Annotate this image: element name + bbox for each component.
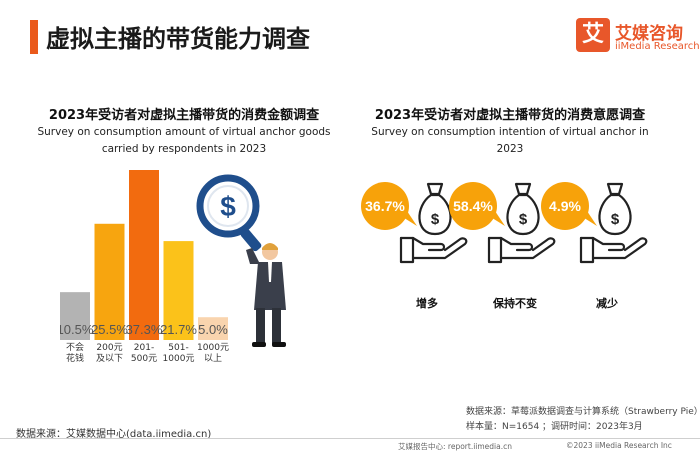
- intent-category-label: 减少: [596, 297, 618, 310]
- bar-value-label: 5.0%: [198, 322, 228, 337]
- bar-0: [60, 292, 90, 340]
- bar-value-label: 25.5%: [91, 322, 128, 337]
- value-bubble: [449, 182, 497, 230]
- magnifier-dollar-icon: $: [196, 174, 262, 252]
- bar-category-line: 500元: [130, 354, 158, 364]
- logo-en: iiMedia Research: [615, 41, 700, 52]
- bar-category-line: 1000元: [162, 354, 195, 364]
- svg-text:$: $: [431, 211, 440, 228]
- bar-category-line: 花钱: [65, 354, 84, 364]
- svg-text:$: $: [611, 211, 620, 228]
- logo-cn: 艾媒咨询: [615, 24, 683, 44]
- right-chart-title: 2023年受访者对虚拟主播带货的消费意愿调查: [374, 108, 646, 123]
- intent-category-label: 增多: [416, 297, 438, 310]
- bar-category-line: 200元: [96, 343, 123, 353]
- iimedia-logo: 艾 艾媒咨询 iiMedia Research: [576, 18, 700, 58]
- svg-text:$: $: [519, 211, 528, 228]
- money-bag-hand-icon: $: [399, 182, 468, 264]
- source-note-right: 数据来源：草莓派数据调查与计算系统（Strawberry Pie） 样本量：N=…: [466, 405, 700, 435]
- intent-item-0: 36.7% $: [361, 182, 468, 264]
- bar-category-label: 201- 500元: [124, 343, 164, 365]
- consumption-intention-chart: 36.7% $58.4% $4.9% $: [361, 182, 648, 264]
- bubble-tail: [401, 208, 417, 226]
- right-chart-subtitle: Survey on consumption intention of virtu…: [371, 126, 649, 155]
- footer-divider: [0, 438, 700, 439]
- bar-category-line: 201-: [133, 343, 155, 353]
- bar-2: [129, 170, 159, 340]
- bar-category-label: 不会 花钱: [55, 343, 95, 365]
- bubble-tail: [581, 208, 597, 226]
- magnifier-businessman-illustration: $: [196, 174, 286, 347]
- bar-value-label: 10.5%: [60, 322, 94, 337]
- bar-category-line: 1000元: [197, 343, 229, 353]
- value-bubble: [541, 182, 589, 230]
- left-chart-title: 2023年受访者对虚拟主播带货的消费金额调查: [48, 108, 320, 123]
- footer-copyright: ©2023 iiMedia Research Inc: [566, 441, 672, 450]
- source-line-2: 样本量：N=1654 ；调研时间：2023年3月: [466, 422, 643, 432]
- svg-text:$: $: [220, 191, 236, 222]
- intent-item-1: 58.4% $: [449, 182, 556, 264]
- bar-3: [163, 241, 194, 340]
- bar-category-line: 不会: [65, 343, 84, 353]
- title-accent-bar: [30, 20, 38, 54]
- bar-category-label: 200元 及以下: [90, 343, 130, 365]
- bar-category-line: 及以下: [95, 354, 123, 364]
- bar-category-label: 1000元 以上: [193, 343, 233, 365]
- bubble-value-label: 4.9%: [549, 198, 581, 214]
- businessman-icon: [246, 243, 286, 347]
- bubble-value-label: 58.4%: [453, 198, 493, 214]
- intent-item-2: 4.9% $: [541, 182, 648, 264]
- bar-value-label: 21.7%: [160, 322, 197, 337]
- source-line-1: 数据来源：草莓派数据调查与计算系统（Strawberry Pie）: [466, 407, 700, 417]
- left-chart-subtitle-line1: Survey on consumption amount of virtual …: [37, 126, 331, 138]
- footer-report-link[interactable]: 艾媒报告中心: report.iimedia.cn: [398, 442, 512, 451]
- consumption-amount-bar-chart: 10.5%25.5%37.3%21.7% 5.0%: [60, 170, 228, 340]
- bar-value-label: 37.3%: [126, 322, 163, 337]
- money-bag-hand-icon: $: [579, 182, 648, 264]
- page-title: 虚拟主播的带货能力调查: [46, 25, 310, 53]
- left-chart-subtitle-line2: carried by respondents in 2023: [101, 143, 267, 155]
- intent-category-label: 保持不变: [493, 297, 537, 310]
- source-note-left: 数据来源：艾媒数据中心(data.iimedia.cn): [16, 429, 212, 440]
- left-chart-subtitle: Survey on consumption amount of virtual …: [34, 124, 334, 158]
- bar-4: [198, 317, 228, 340]
- bar-category-label: 501- 1000元: [159, 343, 199, 365]
- money-bag-hand-icon: $: [487, 182, 556, 264]
- bar-category-line: 501-: [168, 343, 189, 353]
- bar-category-line: 以上: [203, 354, 222, 364]
- bubble-tail: [489, 208, 505, 226]
- logo-mark: 艾: [576, 18, 610, 52]
- bubble-value-label: 36.7%: [365, 198, 405, 214]
- value-bubble: [361, 182, 409, 230]
- bar-1: [94, 223, 125, 340]
